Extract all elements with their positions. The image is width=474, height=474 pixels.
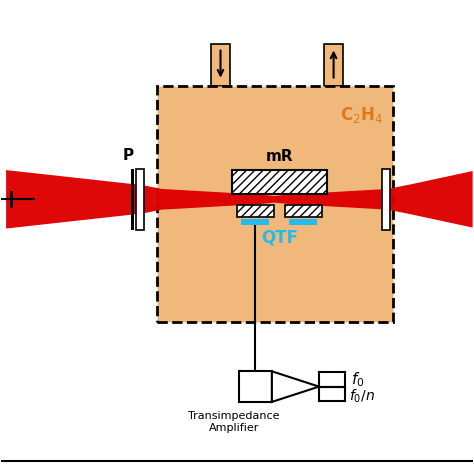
Bar [284, 205, 322, 217]
Text: $f_0 / n$: $f_0 / n$ [349, 387, 374, 405]
Bar [241, 219, 269, 225]
Text: QTF: QTF [261, 228, 298, 246]
Bar [324, 44, 344, 86]
Text: P: P [123, 148, 134, 163]
Bar [290, 219, 317, 225]
Bar [157, 86, 392, 322]
Text: mR: mR [265, 149, 293, 164]
Text: C$_2$H$_4$: C$_2$H$_4$ [340, 105, 383, 125]
Polygon shape [272, 371, 319, 402]
Bar [239, 371, 272, 402]
Bar [232, 170, 327, 194]
Bar [131, 169, 134, 230]
Bar [136, 169, 144, 230]
Bar [237, 205, 274, 217]
Text: $f_0$: $f_0$ [351, 370, 364, 389]
Text: Transimpedance
Amplifier: Transimpedance Amplifier [189, 411, 280, 433]
Polygon shape [6, 170, 473, 228]
Bar [210, 44, 230, 86]
Bar [382, 169, 390, 230]
